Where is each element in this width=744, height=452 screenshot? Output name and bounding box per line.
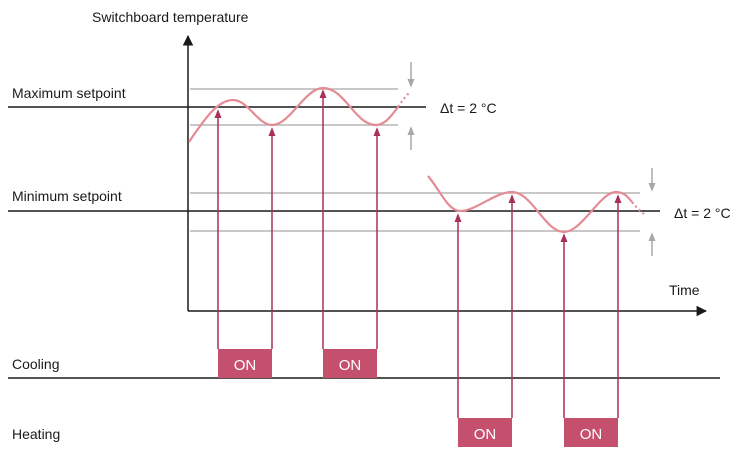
- cooling-temperature-curve: [188, 86, 399, 143]
- y-axis-label: Switchboard temperature: [92, 9, 249, 25]
- max-setpoint-label: Maximum setpoint: [12, 85, 126, 101]
- cooling-on-box-1: [218, 349, 272, 378]
- heating-temperature-curve: [427, 175, 633, 234]
- delta-max-label: Δt = 2 °C: [440, 100, 497, 116]
- heating-on-box-2: [564, 418, 618, 447]
- trigger-arrows: [214, 89, 622, 418]
- delta-min-label: Δt = 2 °C: [674, 205, 731, 221]
- cooling-label: Cooling: [12, 356, 59, 372]
- min-setpoint-label: Minimum setpoint: [12, 188, 122, 204]
- cooling-curve-dotted-tail: [397, 91, 411, 108]
- cooling-on-label-1: ON: [234, 357, 257, 374]
- cooling-on-label-2: ON: [339, 357, 362, 374]
- heating-on-label-1: ON: [474, 426, 497, 443]
- heating-on-box-1: [458, 418, 512, 447]
- heating-on-label-2: ON: [580, 426, 603, 443]
- cooling-on-box-2: [323, 349, 377, 378]
- x-axis-label: Time: [669, 282, 700, 298]
- heating-curve-dotted-tail: [631, 201, 645, 215]
- heating-label: Heating: [12, 426, 60, 442]
